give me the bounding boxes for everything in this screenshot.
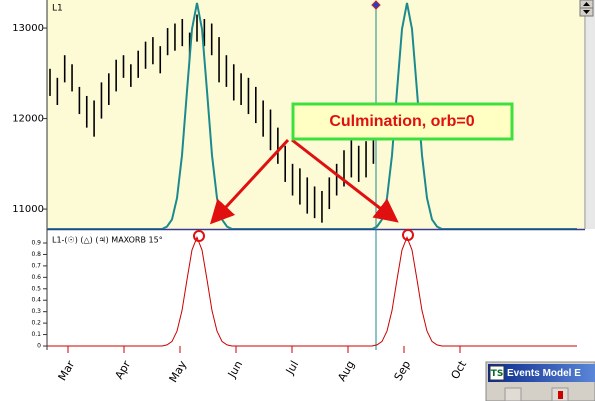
y-tick-label: 0.2	[31, 320, 41, 327]
y-tick-label: 12000	[12, 114, 44, 125]
scroll-up-icon	[583, 2, 590, 6]
indicator-panel	[47, 231, 585, 350]
x-tick-label: Apr	[112, 358, 133, 381]
indicator-label: L1-(☉) (△) (♃) MAXORB 15°	[52, 236, 163, 245]
toolbar-button[interactable]	[504, 387, 522, 401]
x-tick-label: Jun	[225, 358, 245, 380]
arrow	[209, 138, 290, 225]
annotation: Culmination, orb=0	[329, 113, 474, 130]
annotation-box	[291, 102, 514, 141]
indicator-clip	[47, 235, 577, 347]
x-tick-label: Sep	[392, 358, 414, 382]
y-tick-label: 0	[37, 342, 41, 349]
peak-circle	[402, 229, 414, 241]
arrow	[291, 138, 399, 223]
window: TS Events Model E	[485, 361, 595, 401]
x-tick-label: Mar	[56, 358, 78, 383]
y-tick-label: 0.7	[31, 262, 41, 269]
y-tick-label: 11000	[12, 204, 44, 215]
y-tick-label: 0.1	[31, 331, 41, 338]
y-tick-label: 0.8	[31, 251, 41, 258]
x-tick-label: May	[167, 358, 190, 385]
window-title: Events Model E	[507, 368, 581, 379]
x-tick-label: Jul	[283, 359, 301, 378]
y-tick-label: 13000	[12, 23, 44, 34]
y-tick-label: 0.5	[31, 285, 41, 292]
peak-circle	[193, 230, 205, 242]
window-icon	[489, 365, 505, 381]
window-titlebar[interactable]	[488, 364, 595, 382]
scroll-area	[586, 0, 595, 229]
x-tick-label: Oct	[448, 358, 469, 382]
window-icon-text: TS	[491, 369, 504, 379]
price-label: L1	[52, 4, 63, 14]
y-tick-label: 0.9	[31, 240, 41, 247]
x-tick-label: Aug	[335, 359, 357, 384]
y-tick-label: 0.3	[31, 308, 41, 315]
y-tick-label: 0.4	[31, 297, 41, 304]
cursor-marker	[371, 0, 381, 10]
indicator-line	[47, 235, 577, 347]
toolbar-icon	[558, 391, 563, 399]
y-tick-label: 0.6	[31, 274, 41, 281]
scroll-down-icon	[583, 10, 590, 14]
price-bars	[49, 14, 375, 223]
